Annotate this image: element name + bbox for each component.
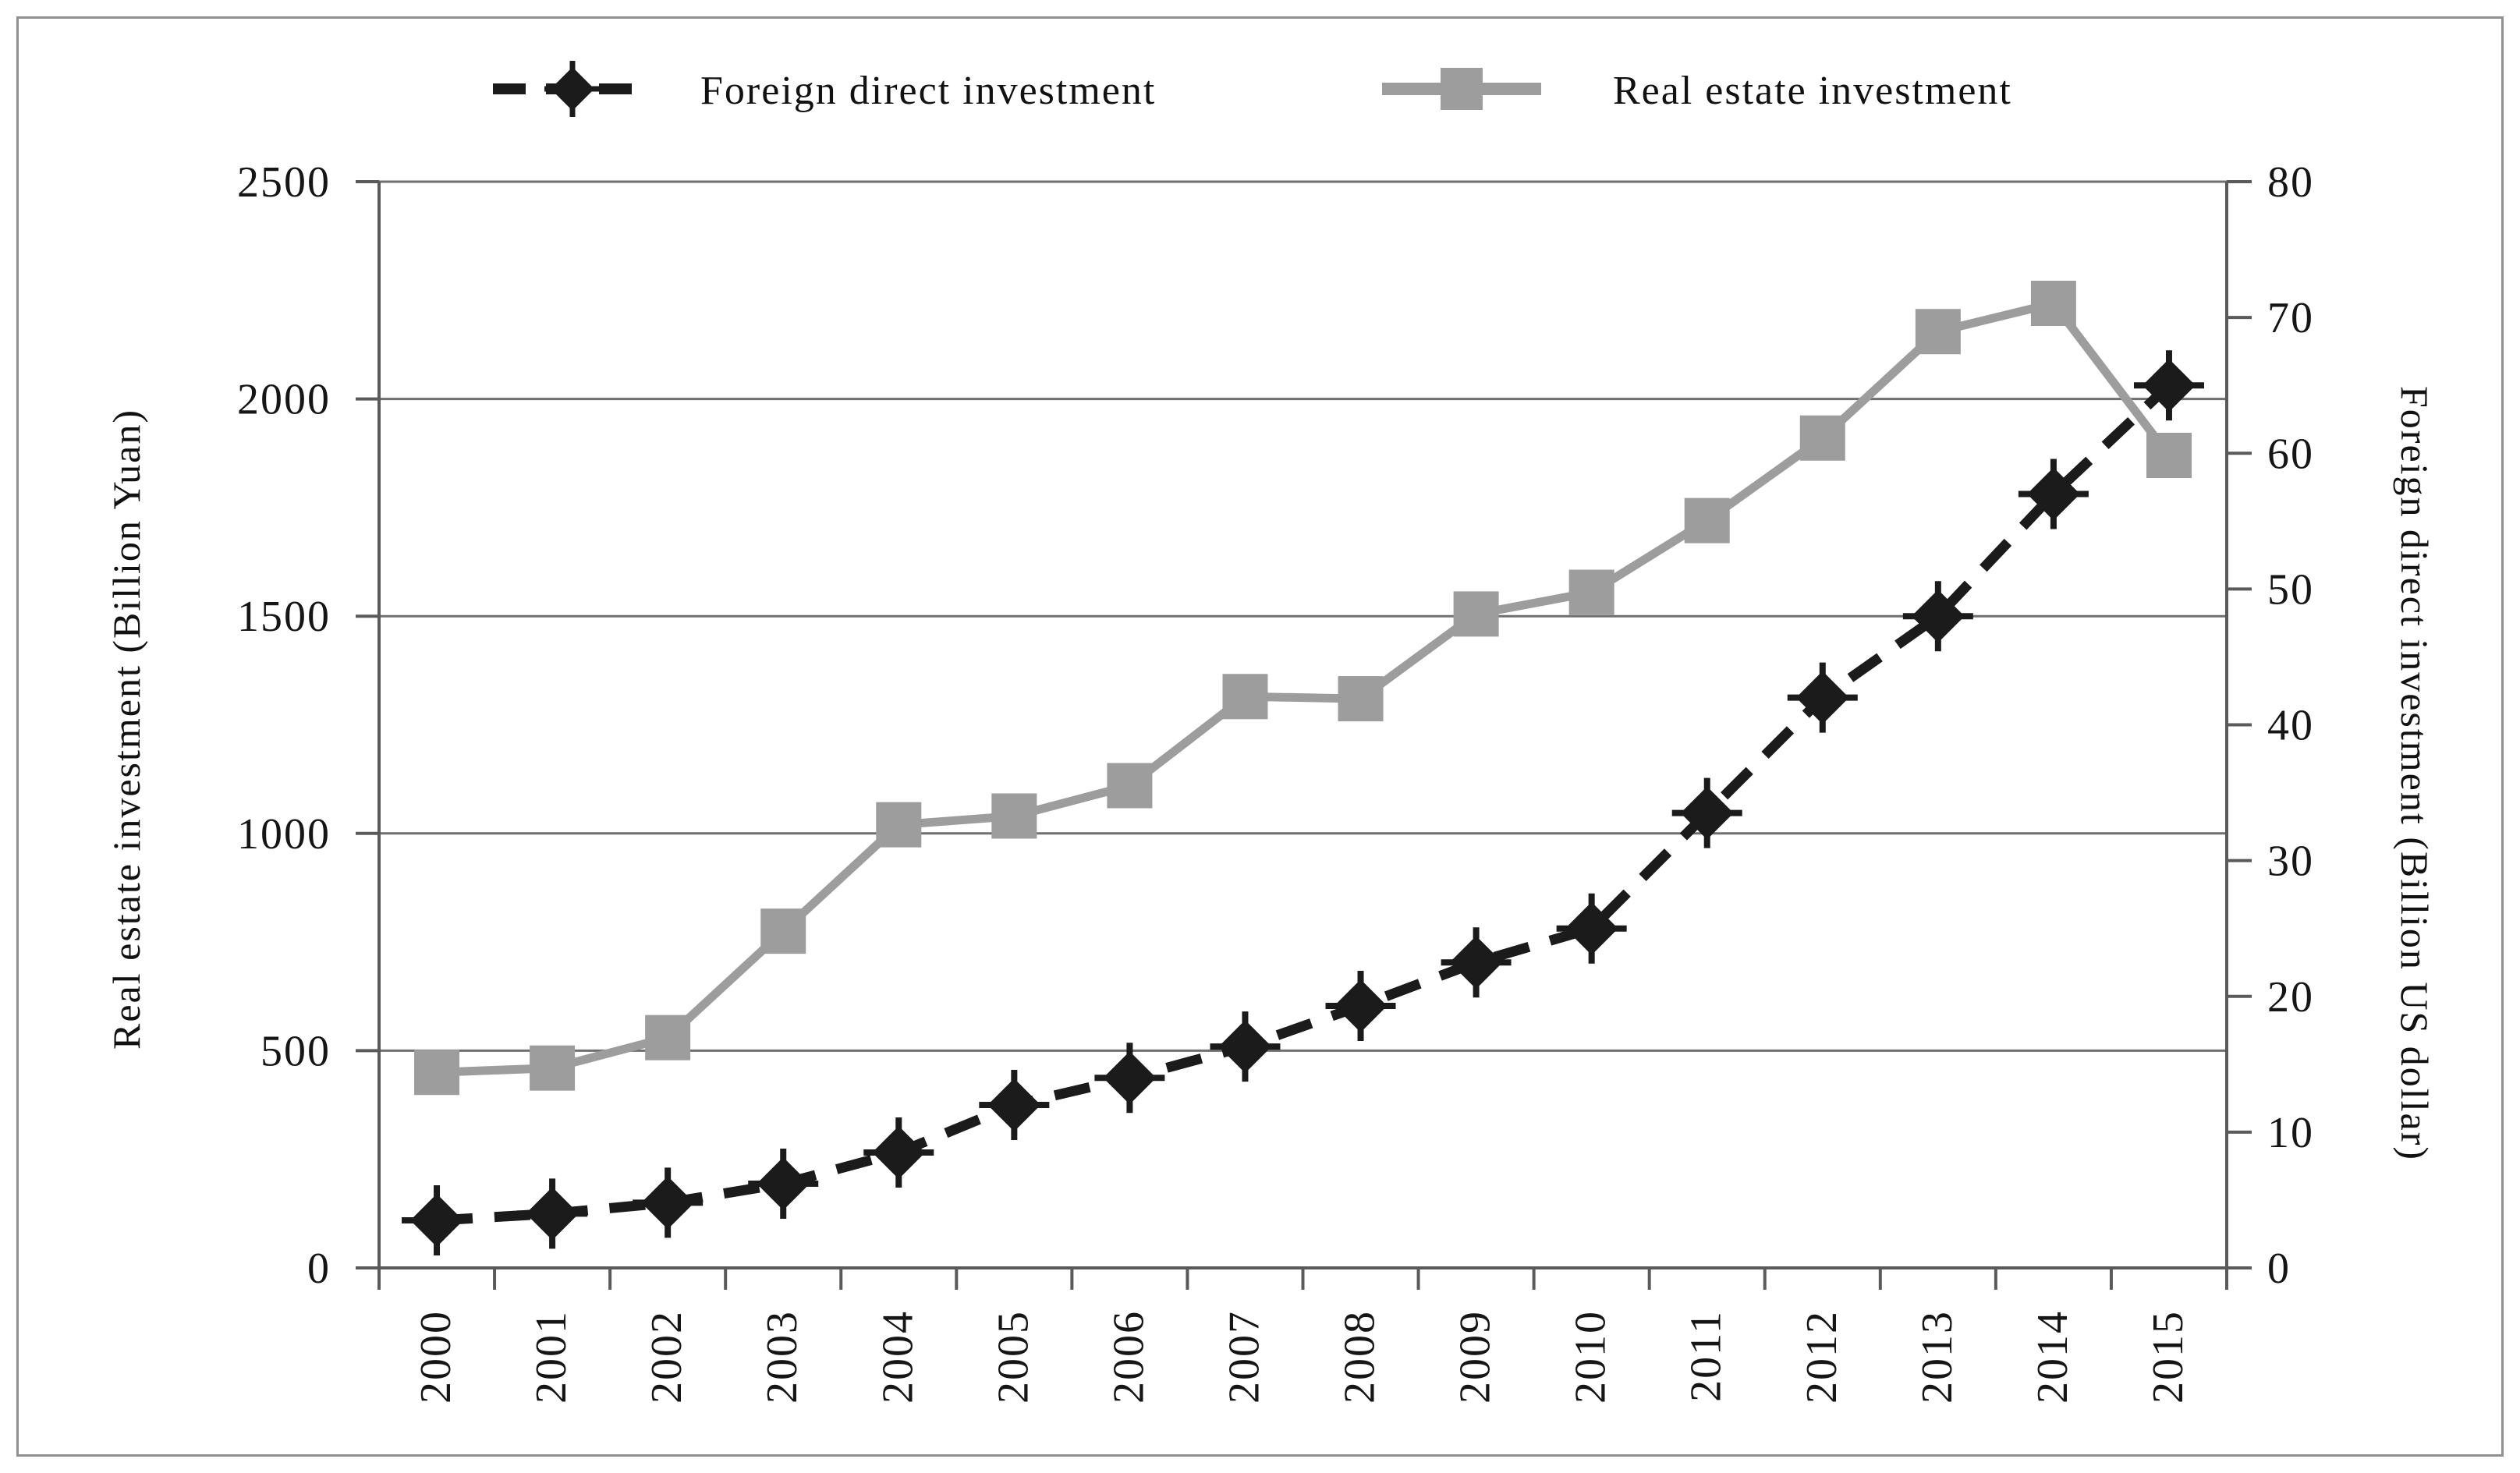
data-point-square	[414, 1050, 460, 1096]
x-axis-year-label: 2012	[1798, 1310, 1846, 1404]
data-point-square	[760, 908, 806, 954]
data-point-square	[1107, 763, 1153, 809]
data-point-square	[1453, 591, 1499, 637]
x-axis-year-label: 2007	[1220, 1310, 1268, 1404]
data-point-diamond	[1334, 979, 1388, 1032]
x-axis-year-label: 2001	[527, 1310, 576, 1404]
fdi-dashed-diamond-sample	[490, 59, 655, 122]
right-axis-tick-label: 0	[2267, 1245, 2291, 1293]
data-point-diamond	[987, 1078, 1041, 1132]
data-point-diamond	[2026, 467, 2080, 521]
data-point-diamond	[1103, 1051, 1157, 1105]
right-axis-tick-label: 80	[2267, 158, 2314, 207]
x-axis-year-label: 2008	[1336, 1310, 1384, 1404]
legend-sample-svg	[493, 60, 652, 117]
x-axis-year-label: 2013	[1913, 1310, 1962, 1404]
series-line-rei	[436, 298, 2173, 1077]
right-axis-tick-label: 70	[2267, 294, 2314, 342]
figure-border	[16, 16, 2504, 1457]
x-axis-year-label: 2006	[1104, 1310, 1153, 1404]
data-point-square	[876, 802, 922, 848]
data-point-square	[1338, 676, 1384, 722]
right-axis-title: Foreign direct investment (Billion US do…	[2393, 385, 2437, 1162]
data-point-diamond	[1218, 1020, 1272, 1074]
left-axis-tick-label: 500	[261, 1027, 331, 1075]
series-line-fdi	[436, 381, 2173, 1226]
data-point-square	[1568, 569, 1614, 615]
data-point-diamond	[1449, 936, 1503, 990]
data-point-square	[2146, 433, 2192, 479]
data-point-diamond	[526, 1187, 579, 1241]
left-axis-tick-label: 0	[307, 1245, 331, 1293]
left-axis-title: Real estate investment (Billion Yuan)	[105, 409, 148, 1050]
data-point-square	[991, 793, 1037, 839]
x-axis-year-label: 2010	[1567, 1310, 1615, 1404]
x-axis-year-label: 2009	[1451, 1310, 1500, 1404]
data-point-square	[1799, 415, 1845, 461]
legend-item-real-estate-investment: Real estate investment	[1379, 61, 2012, 120]
data-point-diamond	[641, 1176, 695, 1230]
legend-sample-square	[1441, 67, 1483, 110]
legend-sample-diamond	[551, 66, 594, 111]
data-point-square	[645, 1014, 691, 1060]
data-point-diamond	[757, 1157, 810, 1211]
x-axis-year-label: 2002	[643, 1310, 691, 1404]
right-axis-tick-label: 60	[2267, 430, 2314, 478]
data-point-diamond	[1911, 590, 1965, 643]
right-axis-tick-label: 30	[2267, 837, 2314, 886]
right-axis-tick-label: 10	[2267, 1109, 2314, 1157]
x-axis-year-label: 2000	[412, 1310, 460, 1404]
legend-label-rei: Real estate investment	[1613, 68, 2012, 113]
x-axis-year-label: 2003	[758, 1310, 806, 1404]
data-point-diamond	[872, 1125, 926, 1179]
data-point-square	[530, 1045, 576, 1091]
x-axis-year-label: 2005	[989, 1310, 1037, 1404]
left-axis-tick-label: 1000	[237, 810, 331, 859]
left-axis-tick-label: 1500	[237, 593, 331, 641]
x-axis-year-label: 2015	[2144, 1310, 2192, 1404]
x-axis-year-label: 2004	[874, 1310, 922, 1404]
rei-solid-square-sample	[1379, 59, 1544, 122]
data-point-square	[1915, 309, 1961, 355]
x-axis-year-label: 2011	[1682, 1310, 1731, 1402]
right-axis-tick-label: 40	[2267, 702, 2314, 750]
data-point-diamond	[1565, 901, 1618, 955]
legend-label-fdi: Foreign direct investment	[700, 68, 1157, 113]
data-point-diamond	[1680, 786, 1734, 840]
legend-item-foreign-direct-investment: Foreign direct investment	[490, 59, 1157, 122]
x-axis-year-label: 2014	[2029, 1310, 2077, 1404]
left-axis-tick-label: 2000	[237, 376, 331, 424]
data-point-square	[2030, 281, 2076, 327]
data-point-diamond	[410, 1194, 464, 1248]
legend-sample-svg	[1382, 67, 1541, 110]
data-point-square	[1684, 497, 1730, 544]
data-point-square	[1222, 674, 1268, 720]
right-axis-tick-label: 50	[2267, 565, 2314, 614]
data-point-diamond	[1795, 671, 1849, 724]
right-axis-tick-label: 20	[2267, 973, 2314, 1022]
data-point-diamond	[2142, 359, 2196, 413]
left-axis-tick-label: 2500	[237, 158, 331, 207]
